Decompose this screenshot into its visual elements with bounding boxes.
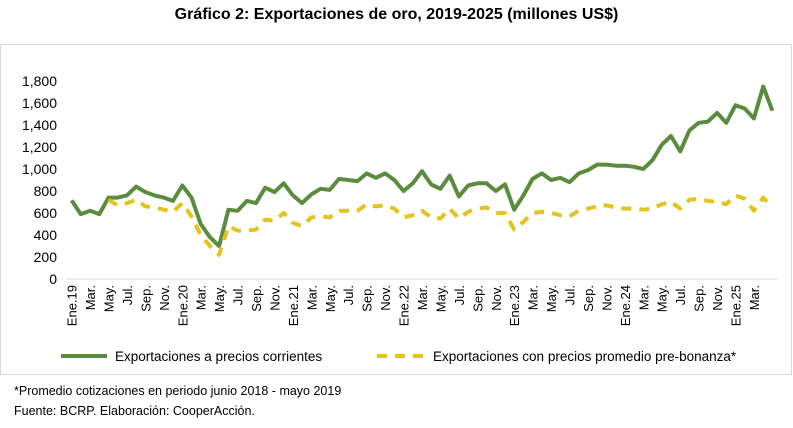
x-tick-label: May. [433,285,448,312]
series-line-2 [107,193,774,257]
chart-area: 0 200 400 600 800 1,000 1,200 1,400 1,600 1,800 En… [0,44,792,375]
x-tick-label: Sep. [692,285,707,312]
x-tick-label: Mar. [415,285,430,310]
x-tick-label: Nov. [599,285,614,311]
x-tick-label: Ene.20 [175,285,190,326]
y-tick-label: 1,400 [22,117,57,133]
y-tick-label: 200 [34,249,58,265]
x-tick-label: Mar. [526,285,541,310]
x-tick-label: Ene.21 [286,285,301,326]
y-tick-label: 1,600 [22,95,57,111]
y-tick-label: 0 [49,271,57,287]
x-tick-label: Ene.19 [65,285,80,326]
chart-title: Gráfico 2: Exportaciones de oro, 2019-20… [174,6,619,23]
x-tick-label: Mar. [747,285,762,310]
x-tick-label: May. [544,285,559,312]
footnote: *Promedio cotizaciones en periodo junio … [14,384,342,398]
x-tick-label: Mar. [636,285,651,310]
x-tick-label: Nov. [710,285,725,311]
y-tick-label: 400 [34,227,58,243]
x-tick-label: Ene.25 [729,285,744,326]
legend-label-1: Exportaciones a precios corrientes [115,349,322,364]
x-tick-label: Sep. [581,285,596,312]
x-tick-label: May. [323,285,338,312]
x-tick-label: May. [101,285,116,312]
x-tick-label: Sep. [470,285,485,312]
source-note: Fuente: BCRP. Elaboración: CooperAcción. [14,404,255,418]
x-tick-label: Nov. [267,285,282,311]
x-tick-label: Mar. [194,285,209,310]
x-tick-label: Jul. [563,285,578,305]
legend-label-2: Exportaciones con precios promedio pre-b… [433,349,737,364]
series-line-1 [69,84,775,248]
x-tick-label: Nov. [489,285,504,311]
x-tick-label: Mar. [304,285,319,310]
x-tick-label: Jul. [452,285,467,305]
chart-canvas: 0 200 400 600 800 1,000 1,200 1,400 1,600 1,800 En… [22,73,777,364]
x-tick-label: Ene.23 [507,285,522,326]
y-tick-label: 600 [34,205,58,221]
y-tick-label: 1,000 [22,161,57,177]
x-tick-label: Ene.22 [397,285,412,326]
x-tick-label: Jul. [673,285,688,305]
x-tick-label: May. [655,285,670,312]
x-tick-label: Sep. [138,285,153,312]
x-tick-label: Jul. [120,285,135,305]
x-tick-label: May. [212,285,227,312]
x-tick-label: Ene.24 [618,285,633,326]
x-tick-label: Nov. [378,285,393,311]
x-tick-label: Mar. [83,285,98,310]
y-tick-label: 800 [34,183,58,199]
x-tick-label: Nov. [157,285,172,311]
x-tick-label: Sep. [249,285,264,312]
y-tick-label: 1,800 [22,73,57,89]
x-tick-label: Jul. [341,285,356,305]
x-tick-label: Sep. [360,285,375,312]
x-tick-label: Jul. [231,285,246,305]
y-tick-label: 1,200 [22,139,57,155]
